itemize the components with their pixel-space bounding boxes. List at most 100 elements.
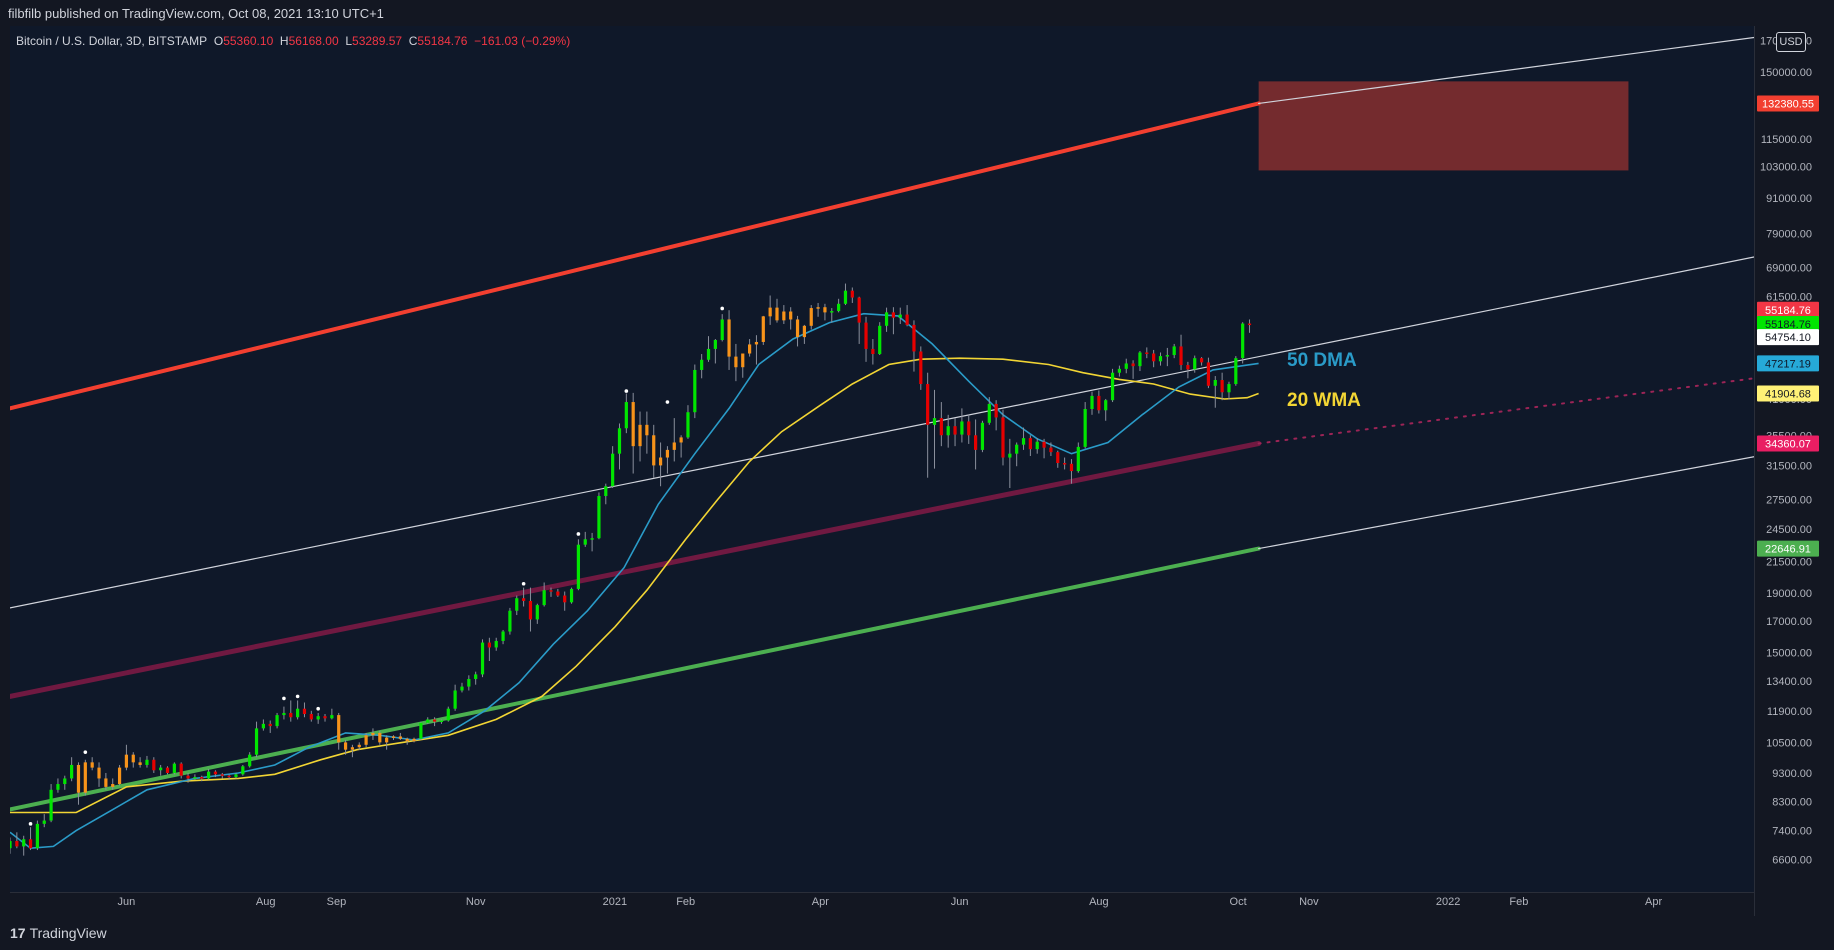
price-tag xyxy=(1757,540,1819,557)
candle-body xyxy=(391,736,396,738)
candle-body xyxy=(864,322,868,349)
candle-body xyxy=(878,325,882,355)
candle-body xyxy=(419,722,423,739)
candle-body xyxy=(549,590,553,592)
candle-body xyxy=(56,784,60,790)
candle-body xyxy=(542,590,546,606)
x-tick-label: Apr xyxy=(1645,896,1662,908)
price-tag xyxy=(1757,316,1819,333)
candle-body xyxy=(371,732,375,736)
low-value: 53289.57 xyxy=(352,34,403,48)
candle-body xyxy=(1213,380,1217,386)
signal-dot xyxy=(720,306,725,311)
candle-body xyxy=(460,686,464,691)
candle-body xyxy=(556,591,560,596)
tradingview-logo[interactable]: 17 TradingView xyxy=(10,925,107,941)
candle-body xyxy=(1179,346,1183,366)
candle-body xyxy=(261,723,265,729)
y-tick-label: 150000.00 xyxy=(1760,67,1812,79)
candle-body xyxy=(1241,323,1245,359)
candle-body xyxy=(474,674,478,680)
y-tick-label: 69000.00 xyxy=(1766,263,1812,275)
close-value: 55184.76 xyxy=(417,34,468,48)
candle-body xyxy=(583,539,587,545)
candle-body xyxy=(939,418,943,436)
candle-body xyxy=(713,340,717,349)
candle-body xyxy=(658,457,663,466)
candle-body xyxy=(1021,438,1026,445)
candle-body xyxy=(706,348,711,360)
candle-body xyxy=(1083,408,1087,447)
currency-button[interactable]: USD xyxy=(1776,32,1806,52)
candle-body xyxy=(480,642,485,675)
y-tick-label: 24500.00 xyxy=(1766,524,1812,536)
mid-white-line xyxy=(10,256,1754,609)
low-key: L xyxy=(345,34,353,48)
signal-dot xyxy=(282,696,286,701)
candle-body xyxy=(624,402,628,429)
candle-body xyxy=(234,774,238,778)
candle-body xyxy=(432,719,437,722)
candle-body xyxy=(453,690,457,709)
annotation-20-wma: 20 WMA xyxy=(1287,390,1361,411)
candle-body xyxy=(426,719,430,723)
signal-dot xyxy=(624,389,629,393)
x-tick-label: Nov xyxy=(1299,896,1319,908)
y-tick-label: 13400.00 xyxy=(1766,676,1812,688)
candle-body xyxy=(1001,417,1005,458)
candle-body xyxy=(330,715,334,719)
candle-body xyxy=(282,712,286,716)
candle-body xyxy=(905,314,909,325)
y-tick-label: 6600.00 xyxy=(1772,854,1812,866)
candle-body xyxy=(179,763,183,776)
candle-body xyxy=(645,424,649,436)
candle-body xyxy=(42,820,46,824)
price-tag xyxy=(1757,385,1819,402)
candle-body xyxy=(919,351,923,385)
candle-body xyxy=(165,767,170,773)
candle-body xyxy=(1069,463,1074,472)
price-tag-label: 55184.76 xyxy=(1765,305,1811,317)
candle-body xyxy=(1227,384,1231,393)
candle-body xyxy=(364,735,368,745)
price-tag-label: 41904.68 xyxy=(1765,388,1811,400)
candle-body xyxy=(1015,444,1019,454)
candle-body xyxy=(117,767,122,785)
change-value: −161.03 (−0.29%) xyxy=(474,34,571,48)
candle-body xyxy=(973,435,978,450)
candle-body xyxy=(515,598,519,611)
candle-body xyxy=(1247,323,1252,326)
price-tag xyxy=(1757,329,1819,346)
candle-body xyxy=(1049,447,1053,453)
candle-body xyxy=(350,747,355,750)
candle-body xyxy=(186,775,190,779)
candle-body xyxy=(823,307,827,313)
candle-body xyxy=(49,789,53,821)
candle-body xyxy=(35,823,39,849)
candle-body xyxy=(1193,358,1197,370)
price-tag xyxy=(1757,301,1819,318)
candle-body xyxy=(131,754,135,763)
y-tick-label: 7400.00 xyxy=(1772,826,1812,838)
candle-body xyxy=(152,759,156,771)
signal-dot xyxy=(295,694,300,699)
candle-body xyxy=(679,437,683,443)
signal-dot xyxy=(665,400,670,404)
candle-body xyxy=(1063,463,1067,465)
candle-body xyxy=(138,762,142,765)
candle-body xyxy=(1199,358,1204,363)
upper-red-channel xyxy=(10,101,1261,411)
candle-body xyxy=(597,496,601,539)
candle-body xyxy=(789,311,793,320)
candle-body xyxy=(980,422,985,450)
price-tag xyxy=(1757,355,1819,372)
x-tick-label: Nov xyxy=(466,896,486,908)
lower-green-channel xyxy=(10,546,1261,812)
candle-body xyxy=(1104,400,1108,411)
candle-body xyxy=(967,421,971,436)
x-tick-label: Sep xyxy=(327,896,347,908)
x-tick-label: Oct xyxy=(1230,896,1247,908)
price-tag-label: 54754.10 xyxy=(1765,332,1811,344)
candle-body xyxy=(522,598,526,601)
